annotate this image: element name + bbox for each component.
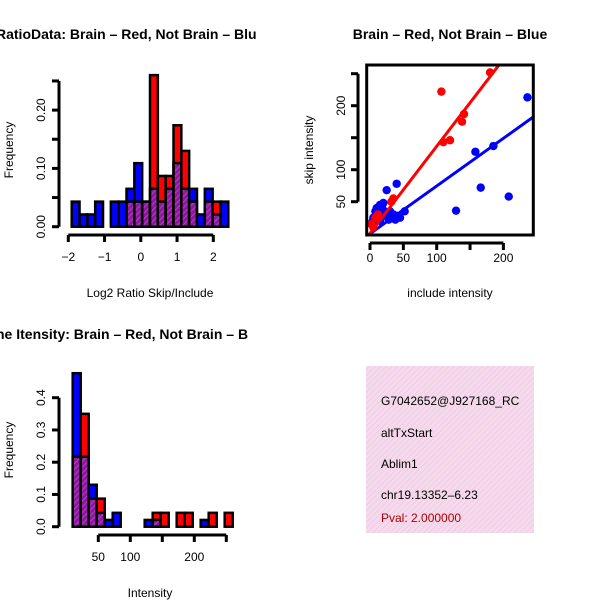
event-id: G7042652@J927168_RC [381,394,520,408]
not-brain-point [392,179,401,188]
x-tick-label: 50 [92,550,106,564]
x-tick-label: 200 [493,251,513,265]
brain-point [437,87,446,96]
not-brain-point [471,147,480,156]
histogram-bar-overlap [97,512,104,526]
y-tick-label: 0.3 [34,421,48,438]
not-brain-point [504,192,513,201]
y-tick-label: 0.4 [34,389,48,406]
histogram-bar-overlap [166,188,173,226]
pval-text: Pval: 2.000000 [381,511,462,525]
not-brain-point [451,206,461,215]
x-axis-label: include intensity [407,286,492,300]
not-brain-point [379,198,388,208]
x-axis-label: Intensity [128,586,173,600]
brain-point [445,136,455,145]
not-brain-point [382,185,391,195]
histogram-bar [111,511,122,528]
x-tick-label: −2 [61,250,75,264]
x-tick-label: 100 [120,550,140,564]
y-tick-label: 0.10 [34,156,48,180]
histogram-bar-overlap [143,201,149,226]
y-axis-label: Frequency [2,422,16,479]
brain-point [373,210,383,219]
histogram-bar-overlap [81,456,88,526]
plot-box [365,63,535,237]
genomic-location: chr19.13352–6.23 [381,488,478,502]
y-tick-label: 100 [334,159,348,179]
x-tick-label: 0 [367,251,374,265]
chart-title: Brain – Red, Not Brain – Blue [353,26,548,42]
brain-fit-line [367,66,501,234]
brain-point [457,117,467,126]
gene-name: Ablim1 [381,457,418,471]
histogram-bar-overlap [213,214,220,226]
histogram-bar-overlap [174,163,181,226]
histogram-bar-overlap [89,498,96,526]
event-type: altTxStart [381,426,433,440]
info-box: G7042652@J927168_RC altTxStart Ablim1 ch… [366,366,534,533]
histogram-bar [93,200,105,228]
x-axis-label: Log2 Ratio Skip/Include [87,286,214,300]
y-axis-label: Frequency [2,122,16,179]
y-tick-label: 0.1 [34,486,48,503]
histogram-bar-overlap [206,201,212,226]
x-tick-label: −1 [98,250,112,264]
info-box-background [366,366,534,533]
histogram-bar-overlap [153,519,160,526]
histogram-bar [159,511,170,528]
y-tick-label: 50 [334,195,348,209]
chart-title: RatioData: Brain – Red, Not Brain – Blu [0,26,257,42]
y-axis-label: skip intensity [302,116,316,185]
y-tick-label: 0.2 [34,454,48,471]
not-brain-point [395,213,405,222]
histogram-bar [219,200,230,228]
histogram-bar-overlap [159,201,165,226]
histogram-bar-overlap [127,201,134,226]
x-tick-label: 50 [397,251,411,265]
histogram-bar-overlap [135,201,141,226]
y-tick-label: 200 [334,95,348,115]
chart-title: ne Itensity: Brain – Red, Not Brain – B [0,326,248,342]
x-tick-label: 200 [184,550,204,564]
not-brain-point [523,93,532,102]
y-tick-label: 0.20 [34,98,48,122]
histogram-bar [207,511,218,528]
histogram-bar-overlap [151,188,157,226]
y-tick-label: 0.0 [34,518,48,535]
histogram-bar-overlap [190,201,196,226]
not-brain-fit-line [367,115,533,234]
histogram-bar [223,511,234,528]
histogram-bar [183,511,194,528]
histogram-bar-overlap [182,188,188,226]
x-tick-label: 2 [210,250,217,264]
not-brain-point [476,183,485,192]
y-tick-label: 0.00 [34,215,48,239]
x-tick-label: 1 [174,250,181,264]
histogram-bar-overlap [73,456,80,526]
x-tick-label: 100 [427,251,447,265]
x-tick-label: 0 [137,250,144,264]
